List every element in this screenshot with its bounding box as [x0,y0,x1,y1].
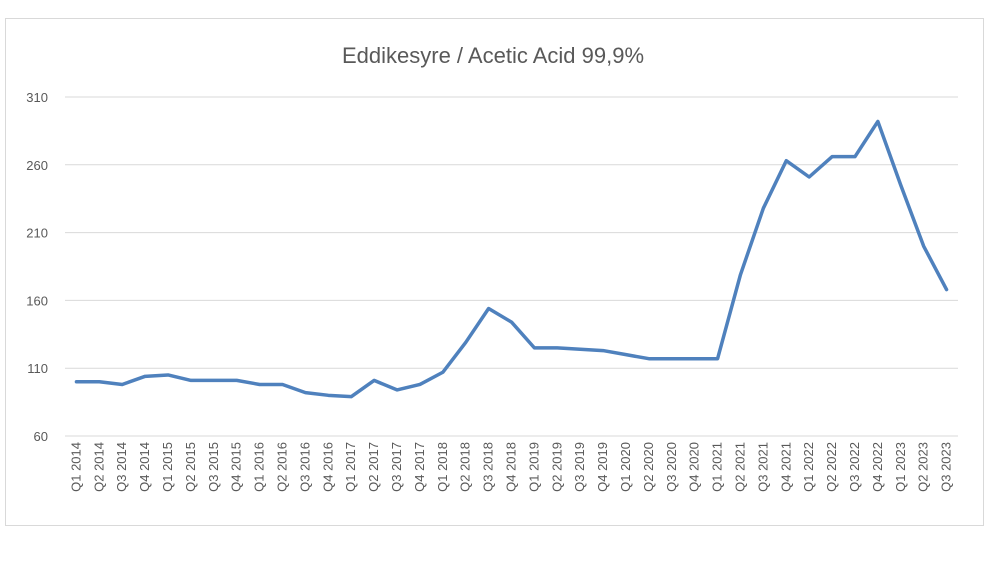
chart-border [5,18,984,526]
y-tick-label: 310 [26,90,48,105]
line-series [74,119,949,399]
x-tick-label: Q2 2021 [732,442,747,492]
y-tick-label: 110 [27,361,48,376]
x-tick-label: Q4 2019 [595,442,610,492]
x-tick-label: Q1 2023 [893,442,908,492]
x-tick-label: Q3 2014 [114,442,129,492]
x-tick-label: Q1 2016 [252,442,267,492]
y-tick-label: 160 [26,293,48,308]
x-tick-label: Q1 2019 [526,442,541,492]
x-tick-label: Q2 2023 [916,442,931,492]
x-tick-label: Q4 2017 [412,442,427,492]
x-tick-label: Q3 2023 [939,442,954,492]
x-tick-label: Q3 2021 [755,442,770,492]
x-tick-label: Q3 2017 [389,442,404,492]
x-tick-label: Q1 2014 [68,442,83,492]
x-tick-label: Q2 2019 [549,442,564,492]
x-tick-label: Q3 2022 [847,442,862,492]
x-tick-label: Q1 2021 [710,442,725,492]
x-tick-label: Q3 2020 [664,442,679,492]
x-tick-label: Q1 2015 [160,442,175,492]
x-tick-label: Q4 2021 [778,442,793,492]
x-tick-label: Q3 2018 [481,442,496,492]
x-tick-label: Q4 2014 [137,442,152,492]
x-tick-label: Q2 2017 [366,442,381,492]
x-tick-label: Q2 2018 [458,442,473,492]
x-tick-label: Q2 2016 [275,442,290,492]
x-tick-label: Q3 2016 [297,442,312,492]
x-tick-label: Q4 2020 [687,442,702,492]
y-tick-label: 60 [34,429,48,444]
x-tick-label: Q2 2015 [183,442,198,492]
x-tick-label: Q3 2015 [206,442,221,492]
x-tick-label: Q2 2022 [824,442,839,492]
x-tick-label: Q4 2018 [504,442,519,492]
x-tick-label: Q3 2019 [572,442,587,492]
x-tick-label: Q1 2022 [801,442,816,492]
y-tick-label: 260 [26,158,48,173]
x-tick-label: Q1 2020 [618,442,633,492]
x-tick-label: Q1 2017 [343,442,358,492]
chart-title: Eddikesyre / Acetic Acid 99,9% [342,43,644,68]
x-tick-label: Q2 2020 [641,442,656,492]
x-tick-label: Q4 2022 [870,442,885,492]
x-tick-label: Q4 2015 [229,442,244,492]
y-tick-label: 210 [26,226,48,241]
x-tick-label: Q4 2016 [320,442,335,492]
x-tick-label: Q2 2014 [91,442,106,492]
x-tick-label: Q1 2018 [435,442,450,492]
